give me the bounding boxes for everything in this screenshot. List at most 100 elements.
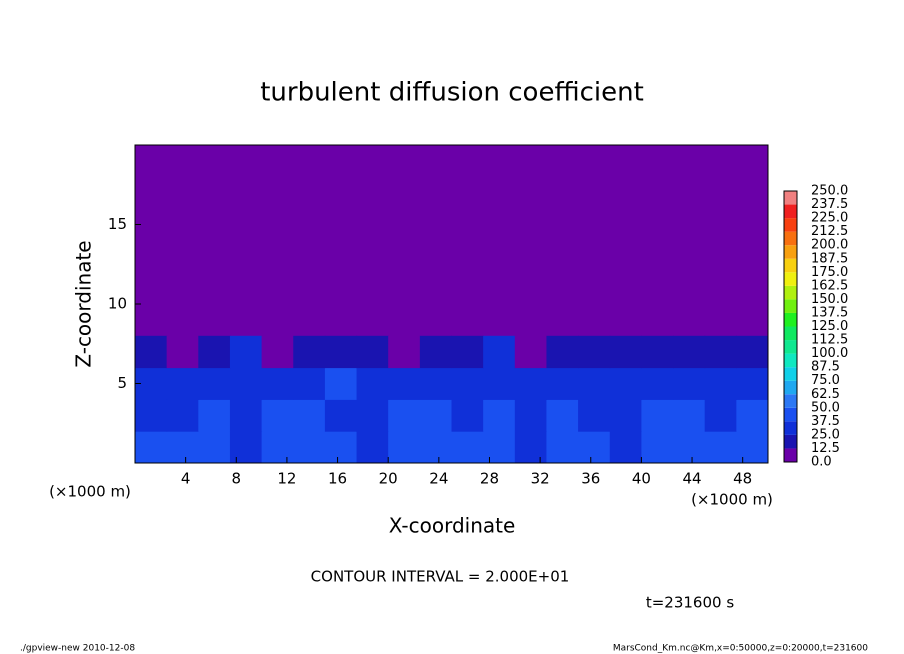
heat-cell bbox=[578, 367, 611, 400]
heat-cell bbox=[293, 399, 326, 432]
heat-cell bbox=[198, 367, 231, 400]
heat-cell bbox=[736, 335, 769, 369]
heat-cell bbox=[356, 431, 389, 464]
heat-cell bbox=[451, 367, 484, 400]
heat-cell bbox=[546, 367, 579, 400]
x-tick-label: 16 bbox=[328, 470, 347, 488]
heat-cell bbox=[356, 367, 389, 400]
heat-cell bbox=[546, 335, 579, 369]
heat-cell bbox=[388, 399, 421, 432]
heat-cell bbox=[673, 431, 706, 464]
heat-cell bbox=[324, 399, 358, 432]
colorbar-swatch bbox=[784, 299, 797, 313]
heat-cell bbox=[609, 399, 642, 432]
heat-cell bbox=[324, 335, 358, 369]
colorbar-label: 212.5 bbox=[811, 224, 848, 239]
heat-cell bbox=[261, 399, 294, 432]
colorbar-swatch bbox=[784, 353, 797, 368]
colorbar-swatch bbox=[784, 218, 797, 232]
colorbar-swatch bbox=[784, 326, 797, 341]
heat-cell bbox=[704, 367, 737, 400]
colorbar-label: 150.0 bbox=[811, 292, 848, 307]
x-tick-label: 36 bbox=[581, 470, 600, 488]
heat-cell bbox=[609, 431, 642, 464]
heat-cell bbox=[388, 367, 421, 400]
heat-cell bbox=[356, 399, 389, 432]
heat-cell bbox=[261, 431, 294, 464]
colorbar-swatch bbox=[784, 380, 797, 395]
colorbar-swatch bbox=[784, 448, 797, 462]
heat-cell bbox=[451, 335, 484, 369]
x-tick-label: 48 bbox=[733, 470, 752, 488]
heat-cell bbox=[166, 335, 199, 369]
heat-cell bbox=[736, 367, 769, 400]
heat-cell bbox=[578, 399, 611, 432]
heat-cell bbox=[166, 431, 199, 464]
x-unit: (×1000 m) bbox=[691, 491, 773, 509]
heat-cell bbox=[704, 399, 737, 432]
colorbar-label: 75.0 bbox=[811, 373, 840, 388]
heat-cell bbox=[704, 431, 737, 464]
heat-cell bbox=[324, 431, 358, 464]
x-tick-label: 32 bbox=[531, 470, 550, 488]
colorbar-label: 250.0 bbox=[811, 184, 848, 199]
heat-cell bbox=[198, 335, 231, 369]
heat-cell bbox=[546, 431, 579, 464]
heat-cell bbox=[419, 431, 452, 464]
colorbar-swatch bbox=[784, 258, 797, 273]
x-tick-label: 4 bbox=[181, 470, 191, 488]
heat-cell bbox=[609, 335, 642, 369]
heat-cell bbox=[388, 431, 421, 464]
y-unit: (×1000 m) bbox=[49, 483, 131, 501]
heat-cell bbox=[356, 335, 389, 369]
colorbar-label: 225.0 bbox=[811, 211, 848, 226]
x-axis-label: X-coordinate bbox=[389, 514, 516, 538]
colorbar-label: 100.0 bbox=[811, 346, 848, 361]
x-tick-label: 8 bbox=[232, 470, 242, 488]
heat-cell bbox=[736, 431, 769, 464]
heat-cell bbox=[198, 431, 231, 464]
heat-cell bbox=[514, 399, 547, 432]
colorbar-swatch bbox=[784, 312, 797, 327]
annotation: CONTOUR INTERVAL = 2.000E+01 bbox=[311, 568, 570, 586]
heat-cell bbox=[641, 367, 674, 400]
colorbar-swatch bbox=[784, 340, 797, 354]
heat-cell bbox=[293, 431, 326, 464]
heat-cell bbox=[229, 367, 263, 400]
footer-left: ./gpview-new 2010-12-08 bbox=[20, 644, 135, 654]
colorbar-label: 87.5 bbox=[811, 360, 840, 375]
colorbar-label: 50.0 bbox=[811, 400, 840, 415]
y-axis-label: Z-coordinate bbox=[72, 240, 96, 367]
heat-cell bbox=[293, 367, 326, 400]
y-tick-label: 5 bbox=[117, 374, 127, 392]
colorbar-swatch bbox=[784, 421, 797, 435]
heat-cell bbox=[419, 335, 452, 369]
heat-cell bbox=[641, 431, 674, 464]
heat-cell bbox=[704, 335, 737, 369]
heat-cell bbox=[261, 367, 294, 400]
heat-cell bbox=[451, 399, 484, 432]
heat-cell bbox=[135, 335, 168, 369]
heat-cell bbox=[388, 335, 421, 369]
annotation: t=231600 s bbox=[646, 594, 734, 612]
colorbar-swatch bbox=[784, 231, 797, 246]
colorbar-swatch bbox=[784, 367, 797, 381]
y-tick-label: 15 bbox=[108, 215, 127, 233]
heat-cell bbox=[514, 367, 547, 400]
heat-cell bbox=[419, 367, 452, 400]
colorbar-label: 112.5 bbox=[811, 333, 848, 348]
heat-cell bbox=[293, 335, 326, 369]
colorbar-swatch bbox=[784, 272, 797, 286]
colorbar-swatch bbox=[784, 245, 797, 259]
colorbar-label: 125.0 bbox=[811, 319, 848, 334]
heat-cell bbox=[546, 399, 579, 432]
x-tick-label: 40 bbox=[632, 470, 651, 488]
heat-cell bbox=[641, 335, 674, 369]
x-tick-label: 24 bbox=[429, 470, 448, 488]
heat-cell bbox=[641, 399, 674, 432]
colorbar-label: 137.5 bbox=[811, 305, 848, 320]
colorbar-swatch bbox=[784, 434, 797, 449]
x-tick-label: 28 bbox=[480, 470, 499, 488]
colorbar-label: 37.5 bbox=[811, 414, 840, 429]
colorbar-swatch bbox=[784, 285, 797, 300]
